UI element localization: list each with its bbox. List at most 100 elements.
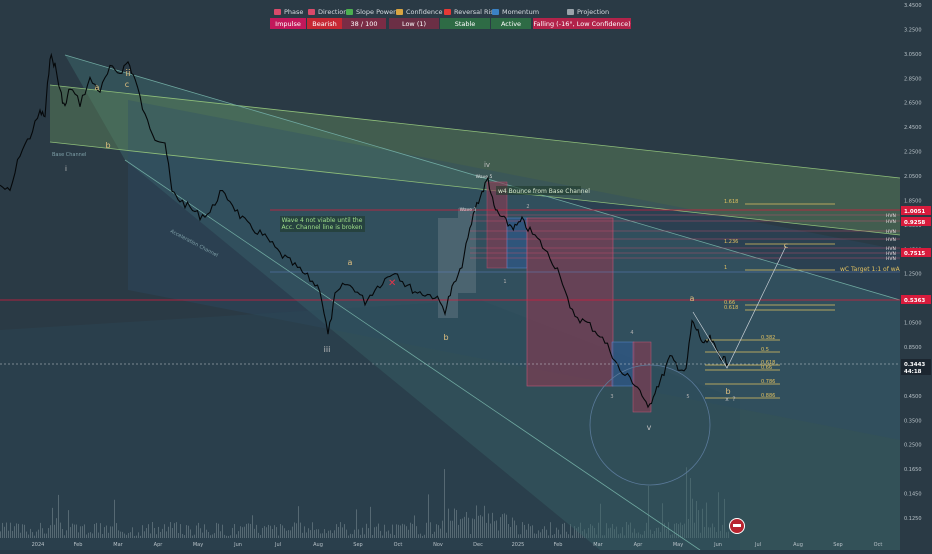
volume-bar — [330, 530, 331, 538]
volume-bar — [508, 523, 509, 538]
volume-bar — [374, 527, 375, 538]
volume-bar — [490, 523, 491, 538]
header-label: Slope Power — [356, 8, 396, 16]
volume-bar — [714, 527, 715, 538]
volume-bar — [606, 523, 607, 538]
volume-bar — [52, 507, 53, 538]
indicator-icon — [492, 9, 499, 15]
header-label: Confidence — [406, 8, 443, 16]
wave-label-a1: a — [95, 83, 100, 92]
volume-bar — [594, 528, 595, 538]
hvn-label: HVN — [886, 213, 896, 219]
volume-bar — [690, 478, 691, 538]
volume-bar — [484, 505, 485, 538]
volume-bar — [710, 527, 711, 538]
time-axis-label: Apr — [154, 542, 164, 548]
price-axis-label: 0.4500 — [904, 394, 922, 400]
volume-bar — [640, 534, 641, 538]
time-axis-label: Jun — [233, 542, 242, 548]
price-tag-label: 0.3443 — [904, 362, 925, 368]
volume-bar — [410, 522, 411, 538]
volume-bar — [230, 535, 231, 538]
volume-bar — [592, 525, 593, 538]
flag-icon[interactable] — [729, 518, 745, 534]
volume-bar — [704, 526, 705, 538]
volume-bar — [520, 534, 521, 538]
volume-bar — [20, 532, 21, 538]
price-axis-label: 1.2500 — [904, 272, 922, 278]
volume-bar — [462, 518, 463, 538]
volume-bar — [670, 534, 671, 538]
hvn-label: HVN — [886, 229, 896, 235]
volume-bar — [610, 527, 611, 538]
wave-label-b1: b — [105, 141, 110, 150]
time-axis-label: Aug — [793, 542, 803, 548]
volume-bar — [424, 534, 425, 538]
volume-bar — [128, 533, 129, 538]
volume-bar — [332, 533, 333, 538]
price-axis-label: 1.8500 — [904, 198, 922, 204]
volume-bar — [692, 498, 693, 538]
price-axis-label: 1.0500 — [904, 321, 922, 327]
volume-bar — [116, 523, 117, 538]
wave-label-n3: 3 — [610, 394, 613, 400]
volume-bar — [662, 503, 663, 538]
volume-bar — [518, 534, 519, 538]
volume-bar — [466, 511, 467, 538]
volume-bar — [428, 494, 429, 538]
wave-label-n5: 5 — [686, 394, 689, 400]
volume-bar — [712, 523, 713, 538]
header-item: Direction — [308, 7, 347, 17]
volume-bar — [402, 523, 403, 538]
volume-bar — [0, 531, 1, 538]
volume-bar — [178, 533, 179, 538]
target-circle — [589, 364, 711, 486]
price-axis-label: 2.2500 — [904, 150, 922, 156]
header-value: Stable — [440, 18, 490, 29]
price-tag-label: 0.5363 — [904, 298, 925, 304]
volume-bar — [656, 527, 657, 538]
header-item: Confidence — [396, 7, 443, 17]
price-axis-label: 2.4500 — [904, 125, 922, 131]
volume-bar — [422, 535, 423, 538]
volume-bar — [76, 524, 77, 538]
volume-bar — [312, 522, 313, 538]
volume-bar — [436, 524, 437, 538]
volume-bar — [150, 533, 151, 538]
volume-bar — [716, 532, 717, 538]
volume-bar — [290, 530, 291, 538]
volume-bar — [108, 532, 109, 538]
volume-bar — [432, 534, 433, 538]
wave-label-a2: a — [348, 258, 353, 267]
volume-bar — [306, 532, 307, 538]
fib-label: 0.886 — [761, 393, 775, 399]
volume-bar — [536, 533, 537, 538]
volume-bar — [254, 528, 255, 538]
price-tag-bg — [901, 248, 931, 257]
volume-bar — [272, 529, 273, 538]
volume-bar — [446, 532, 447, 538]
volume-bar — [472, 518, 473, 538]
volume-bar — [622, 527, 623, 538]
volume-bar — [452, 520, 453, 538]
volume-bar — [338, 526, 339, 538]
header-label: Reversal Risk — [454, 8, 498, 16]
price-axis-label: 0.8500 — [904, 345, 922, 351]
volume-bar — [728, 531, 729, 538]
volume-bar — [486, 522, 487, 538]
wave-label-iv: iv — [484, 161, 490, 169]
volume-bar — [686, 467, 687, 538]
volume-bar — [482, 516, 483, 538]
base-channel-lower — [49, 141, 901, 236]
volume-bar — [66, 530, 67, 538]
volume-bar — [370, 506, 371, 538]
volume-bar — [382, 535, 383, 538]
time-axis-label: Feb — [554, 542, 563, 548]
volume-bar — [340, 522, 341, 538]
volume-bar — [282, 525, 283, 538]
volume-bar — [278, 535, 279, 538]
volume-bar — [630, 522, 631, 538]
volume-bar — [74, 524, 75, 538]
volume-bar — [54, 524, 55, 538]
wave-label-q: ? — [732, 396, 735, 403]
